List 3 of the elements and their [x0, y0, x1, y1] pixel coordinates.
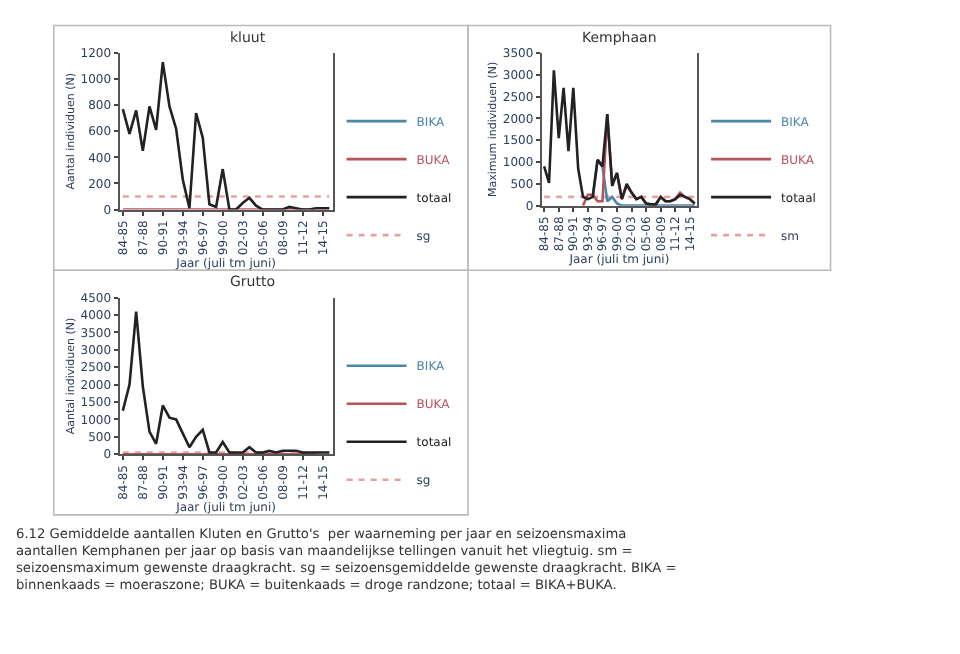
line-series	[121, 310, 331, 454]
line-series	[121, 60, 331, 210]
line-series	[542, 69, 696, 206]
